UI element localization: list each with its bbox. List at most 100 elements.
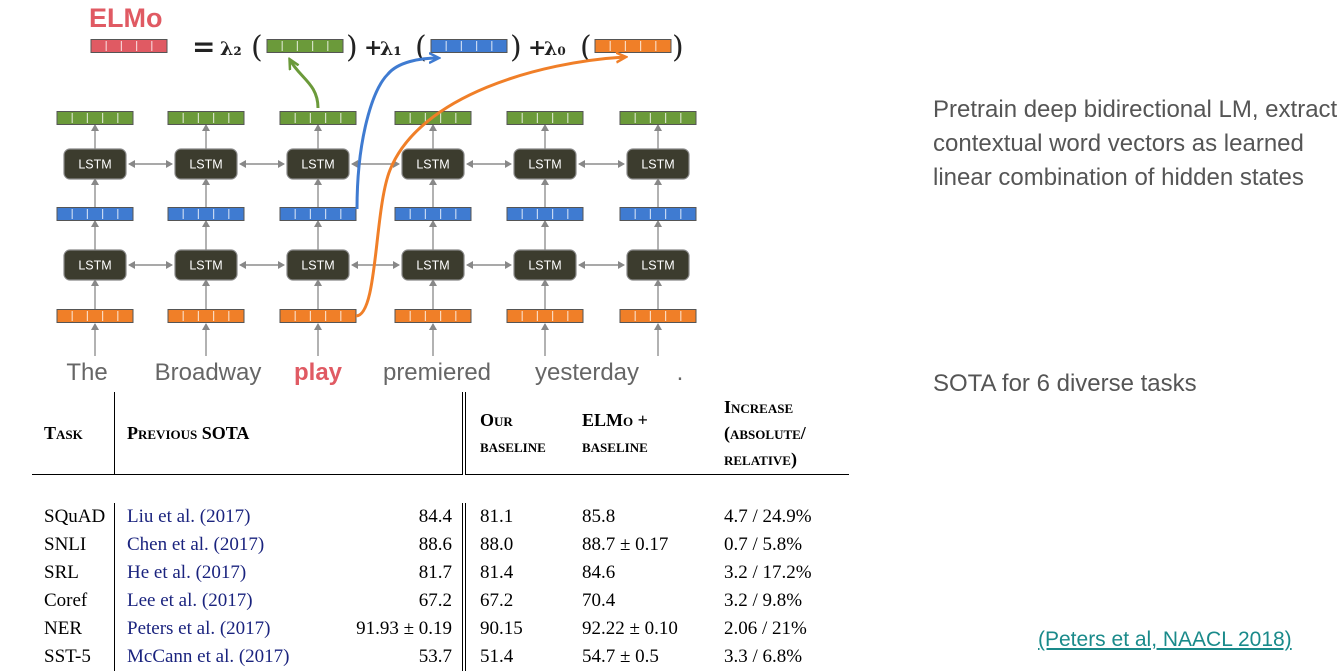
plus-sign: + (528, 35, 546, 61)
parenthesis: ( (415, 30, 427, 65)
increase-cell: 0.7 / 5.8% (724, 534, 803, 555)
task-cell: NER (44, 618, 82, 639)
orange-curve (355, 57, 625, 318)
lstm-cell: LSTM (626, 148, 690, 180)
increase-cell: 4.7 / 24.9% (724, 506, 812, 527)
parenthesis: ) (672, 30, 684, 65)
lstm-label: LSTM (641, 158, 674, 172)
layer1-vector-1 (167, 207, 245, 221)
layer1-vector-3 (394, 207, 472, 221)
elmo-diagram: ELMo = λ₂() +λ₁() +λ₀() LSTMLSTMLSTMLSTMLST… (56, 3, 697, 386)
lstm-label: LSTM (189, 158, 222, 172)
vectors (56, 111, 697, 323)
header-elmo-baseline: ELMo + baseline (570, 392, 712, 475)
lstm-label: LSTM (528, 259, 561, 273)
table-row: SNLI Chen et al. (2017) 88.6 88.0 88.7 ± 0.1… (32, 531, 849, 559)
sota-note: SOTA for 6 diverse tasks (933, 370, 1197, 397)
lstm-label: LSTM (416, 158, 449, 172)
lambda-1: λ₁ (380, 38, 402, 60)
lstm-cell: LSTM (174, 148, 238, 180)
lambda-0: λ₀ (544, 38, 566, 60)
layer1-vector-5 (619, 207, 697, 221)
blue-curve (355, 58, 438, 210)
table-row: SQuAD Liu et al. (2017) 84.4 81.1 85.8 4.7 / … (32, 503, 849, 531)
input-words: The Broadway play premiered yesterday. (66, 359, 683, 386)
header-our-baseline: Our baseline (464, 392, 570, 475)
our-baseline-cell: 67.2 (480, 590, 514, 611)
layer1-vector-2 (279, 207, 357, 221)
parenthesis: ) (346, 30, 358, 65)
elmo-title: ELMo (89, 3, 163, 33)
task-cell: Coref (44, 590, 88, 611)
parenthesis: ( (251, 30, 263, 65)
layer2-vector-4 (506, 111, 584, 125)
task-cell: SQuAD (44, 506, 106, 527)
lstm-label: LSTM (78, 158, 111, 172)
previous-sota-cell: 88.6 (321, 531, 467, 559)
eq-blue-vector (430, 39, 508, 53)
embedding-vector-0 (56, 309, 134, 323)
task-cell: SNLI (44, 534, 87, 555)
table-row: Coref Lee et al. (2017) 67.2 67.2 70.4 3.2 / … (32, 587, 849, 615)
previous-sota-cell: 81.7 (321, 559, 467, 587)
previous-sota-cell: 84.4 (321, 503, 467, 531)
table-row: SRL He et al. (2017) 81.7 81.4 84.6 3.2 / 17.… (32, 559, 849, 587)
lstm-label: LSTM (641, 259, 674, 273)
our-baseline-cell: 81.4 (480, 562, 514, 583)
lambda-2: λ₂ (220, 38, 242, 60)
eq-orange-vector (594, 39, 672, 53)
method-description: Pretrain deep bidirectional LM, extract … (933, 96, 1338, 191)
table-row: NER Peters et al. (2017) 91.93 ± 0.19 90.15… (32, 615, 849, 643)
lstm-cell: LSTM (401, 249, 465, 281)
embedding-vector-5 (619, 309, 697, 323)
our-baseline-cell: 88.0 (480, 534, 514, 555)
citation-cell[interactable]: McCann et al. (2017) (113, 643, 322, 671)
task-cell: SST-5 (44, 646, 91, 667)
eq-green-vector (266, 39, 344, 53)
citation-cell[interactable]: He et al. (2017) (113, 559, 322, 587)
previous-sota-cell: 91.93 ± 0.19 (321, 615, 467, 643)
layer2-vector-5 (619, 111, 697, 125)
elmo-baseline-cell: 84.6 (582, 562, 616, 583)
lstm-cell: LSTM (286, 148, 350, 180)
elmo-vector (90, 39, 168, 53)
layer1-vector-0 (56, 207, 134, 221)
embedding-vector-4 (506, 309, 584, 323)
lstm-label: LSTM (189, 259, 222, 273)
word-3: premiered (383, 359, 491, 386)
citation-cell[interactable]: Peters et al. (2017) (113, 615, 322, 643)
previous-sota-cell: 53.7 (321, 643, 467, 671)
citation-link[interactable]: (Peters et al, NAACL 2018) (1038, 628, 1292, 651)
increase-cell: 3.2 / 17.2% (724, 562, 812, 583)
green-curve (290, 60, 320, 109)
lstm-cell: LSTM (626, 249, 690, 281)
lstm-label: LSTM (301, 259, 334, 273)
task-cell: SRL (44, 562, 79, 583)
parenthesis: ) (510, 30, 522, 65)
citation-cell[interactable]: Chen et al. (2017) (113, 531, 322, 559)
citation-cell[interactable]: Lee et al. (2017) (113, 587, 322, 615)
our-baseline-cell: 90.15 (480, 618, 523, 639)
results-table: Task Previous SOTA Our baseline ELMo + b… (32, 392, 849, 671)
parenthesis: ( (580, 30, 592, 65)
embedding-vector-2 (279, 309, 357, 323)
lstm-label: LSTM (528, 158, 561, 172)
lstm-cell: LSTM (174, 249, 238, 281)
layer2-vector-1 (167, 111, 245, 125)
word-5: . (677, 359, 684, 386)
table-row: SST-5 McCann et al. (2017) 53.7 51.4 54.7 ± … (32, 643, 849, 671)
lstm-label: LSTM (78, 259, 111, 273)
lstm-cells: LSTM LSTM LSTM LSTM LSTM LSTM LSTM LSTM LSTM LSTM… (63, 148, 690, 281)
table-rule (32, 474, 849, 503)
elmo-baseline-cell: 85.8 (582, 506, 616, 527)
lstm-cell: LSTM (63, 249, 127, 281)
rule-cell (32, 474, 849, 503)
vertical-arrows (91, 124, 662, 356)
header-increase: Increase (absolute/ relative) (712, 392, 849, 475)
lstm-cell: LSTM (513, 249, 577, 281)
our-baseline-cell: 81.1 (480, 506, 514, 527)
embedding-vector-3 (394, 309, 472, 323)
citation-cell[interactable]: Liu et al. (2017) (113, 503, 322, 531)
word-4: yesterday (535, 359, 639, 386)
lstm-cell: LSTM (63, 148, 127, 180)
